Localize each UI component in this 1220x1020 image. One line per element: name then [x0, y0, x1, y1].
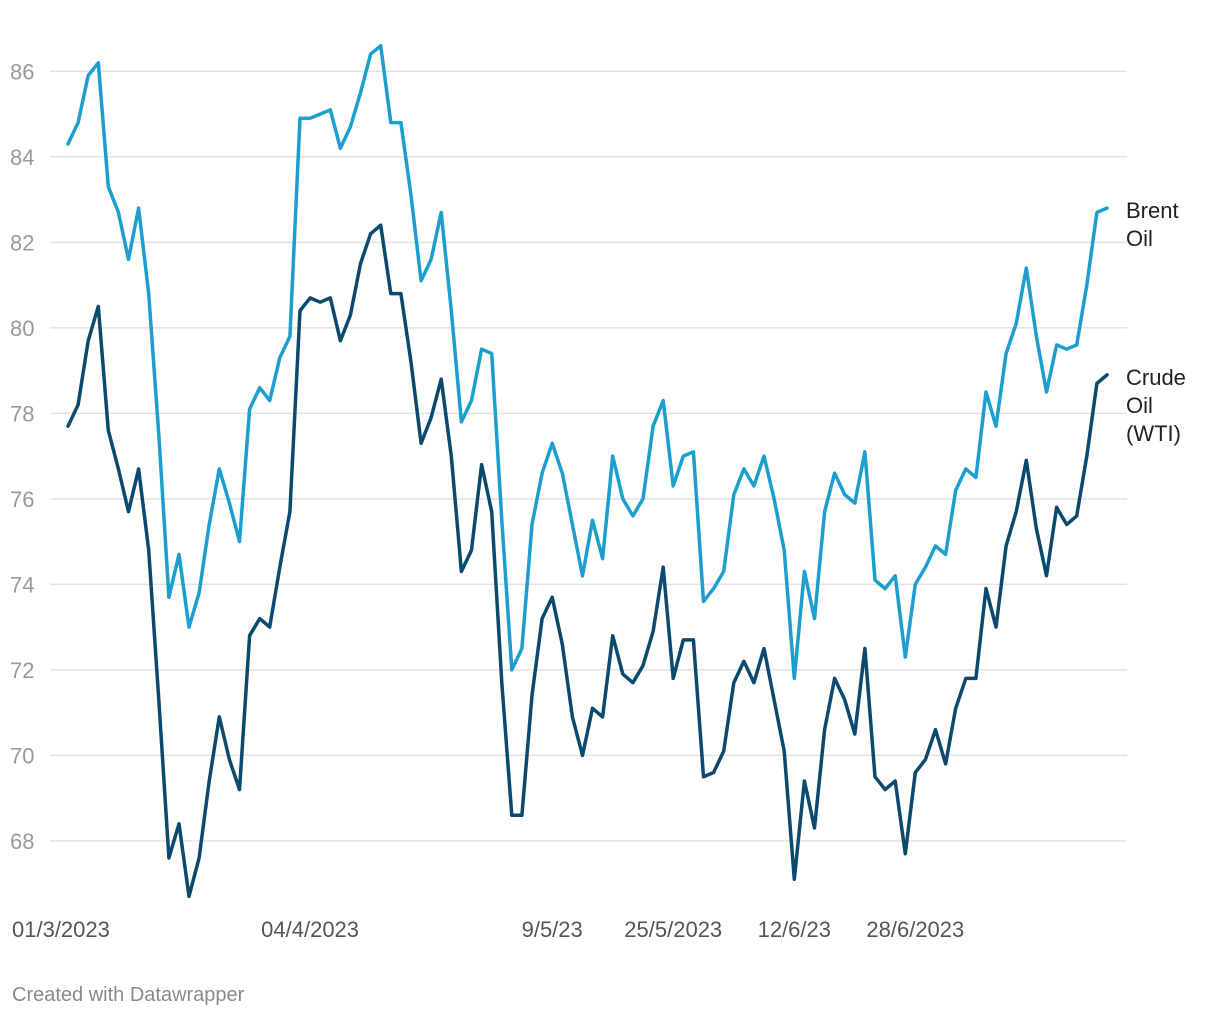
- y-tick-label: 76: [10, 487, 34, 512]
- series-label-1: Crude Oil (WTI): [1126, 365, 1186, 446]
- y-tick-label: 70: [10, 743, 34, 768]
- series-lines: [66, 43, 1109, 899]
- y-tick-label: 78: [10, 401, 34, 426]
- y-tick-label: 86: [10, 59, 34, 84]
- x-tick-label: 12/6/23: [758, 917, 831, 942]
- series-label-0: Brent Oil: [1126, 198, 1179, 251]
- y-axis-ticks: 68 70 72 74 76 78 80 82 84 86: [10, 59, 34, 854]
- y-tick-label: 74: [10, 572, 34, 597]
- footer-credit: Created with Datawrapper: [12, 984, 245, 1006]
- x-tick-label: 28/6/2023: [866, 917, 964, 942]
- x-axis-ticks: 01/3/2023 04/4/2023 9/5/23 25/5/2023 12/6/23…: [12, 917, 964, 942]
- series-labels: Brent Oil Crude Oil (WTI): [1126, 198, 1186, 446]
- y-tick-label: 80: [10, 316, 34, 341]
- y-tick-label: 72: [10, 658, 34, 683]
- y-tick-label: 68: [10, 829, 34, 854]
- x-tick-label: 01/3/2023: [12, 917, 110, 942]
- series-line-0: [66, 43, 1109, 681]
- y-tick-label: 84: [10, 145, 34, 170]
- x-tick-label: 04/4/2023: [261, 917, 359, 942]
- series-line-1: [66, 223, 1109, 899]
- x-tick-label: 9/5/23: [522, 917, 583, 942]
- x-tick-label: 25/5/2023: [624, 917, 722, 942]
- y-tick-label: 82: [10, 230, 34, 255]
